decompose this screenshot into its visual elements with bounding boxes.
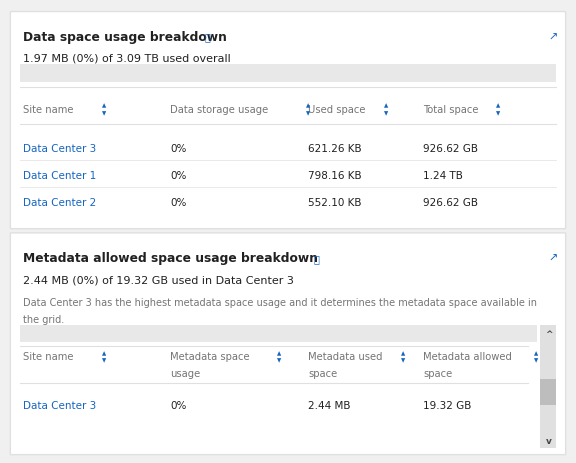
Text: 1.97 MB (0%) of 3.09 TB used overall: 1.97 MB (0%) of 3.09 TB used overall	[23, 54, 231, 64]
Text: 2.44 MB: 2.44 MB	[308, 400, 351, 411]
Text: ▲: ▲	[401, 350, 406, 355]
Text: ▼: ▼	[384, 111, 388, 116]
Text: ▲: ▲	[533, 350, 538, 355]
Text: 2.44 MB (0%) of 19.32 GB used in Data Center 3: 2.44 MB (0%) of 19.32 GB used in Data Ce…	[23, 275, 294, 285]
Text: ▲: ▲	[101, 104, 106, 108]
Text: ▼: ▼	[101, 358, 106, 363]
Text: Metadata used: Metadata used	[308, 351, 382, 362]
Text: Data Center 3 has the highest metadata space usage and it determines the metadat: Data Center 3 has the highest metadata s…	[23, 297, 537, 307]
Text: ▲: ▲	[496, 104, 501, 108]
Text: ▲: ▲	[306, 104, 310, 108]
Text: ▼: ▼	[101, 111, 106, 116]
Text: ▲: ▲	[101, 350, 106, 355]
Text: Data space usage breakdown: Data space usage breakdown	[23, 31, 227, 44]
Text: 798.16 KB: 798.16 KB	[308, 170, 362, 181]
Text: Site name: Site name	[23, 105, 74, 115]
Text: ↗: ↗	[548, 253, 558, 263]
Text: Metadata allowed space usage breakdown: Metadata allowed space usage breakdown	[23, 252, 318, 265]
Text: ▼: ▼	[496, 111, 501, 116]
Text: Data Center 3: Data Center 3	[23, 144, 96, 154]
Text: Site name: Site name	[23, 351, 74, 362]
Text: ⓘ: ⓘ	[204, 32, 210, 43]
Text: v: v	[545, 436, 551, 445]
Text: the grid.: the grid.	[23, 314, 65, 325]
FancyBboxPatch shape	[10, 13, 566, 229]
Text: Metadata allowed: Metadata allowed	[423, 351, 512, 362]
Text: Data Center 2: Data Center 2	[23, 197, 96, 207]
Text: ↗: ↗	[548, 32, 558, 43]
Text: ▲: ▲	[384, 104, 388, 108]
Text: 926.62 GB: 926.62 GB	[423, 144, 478, 154]
Text: Used space: Used space	[308, 105, 366, 115]
Bar	[540, 379, 556, 405]
Text: ▼: ▼	[306, 111, 310, 116]
Text: ▼: ▼	[277, 358, 282, 363]
Text: Data Center 1: Data Center 1	[23, 170, 96, 181]
Text: 0%: 0%	[170, 400, 186, 411]
Text: 1.24 TB: 1.24 TB	[423, 170, 463, 181]
Text: ▲: ▲	[277, 350, 282, 355]
Text: Data storage usage: Data storage usage	[170, 105, 268, 115]
Bar	[540, 325, 556, 448]
Bar	[20, 65, 556, 83]
Text: ▼: ▼	[401, 358, 406, 363]
Text: 0%: 0%	[170, 144, 186, 154]
Text: Metadata space: Metadata space	[170, 351, 249, 362]
Text: 926.62 GB: 926.62 GB	[423, 197, 478, 207]
Text: Total space: Total space	[423, 105, 479, 115]
Text: 621.26 KB: 621.26 KB	[308, 144, 362, 154]
Bar	[20, 325, 537, 343]
Text: space: space	[308, 368, 338, 378]
Text: ⓘ: ⓘ	[314, 253, 320, 263]
Text: ^: ^	[544, 329, 552, 338]
FancyBboxPatch shape	[10, 233, 566, 455]
Text: 0%: 0%	[170, 197, 186, 207]
Text: 552.10 KB: 552.10 KB	[308, 197, 362, 207]
Text: 0%: 0%	[170, 170, 186, 181]
Text: Data Center 3: Data Center 3	[23, 400, 96, 411]
Text: space: space	[423, 368, 453, 378]
Text: usage: usage	[170, 368, 200, 378]
Text: 19.32 GB: 19.32 GB	[423, 400, 472, 411]
Text: ▼: ▼	[533, 358, 538, 363]
